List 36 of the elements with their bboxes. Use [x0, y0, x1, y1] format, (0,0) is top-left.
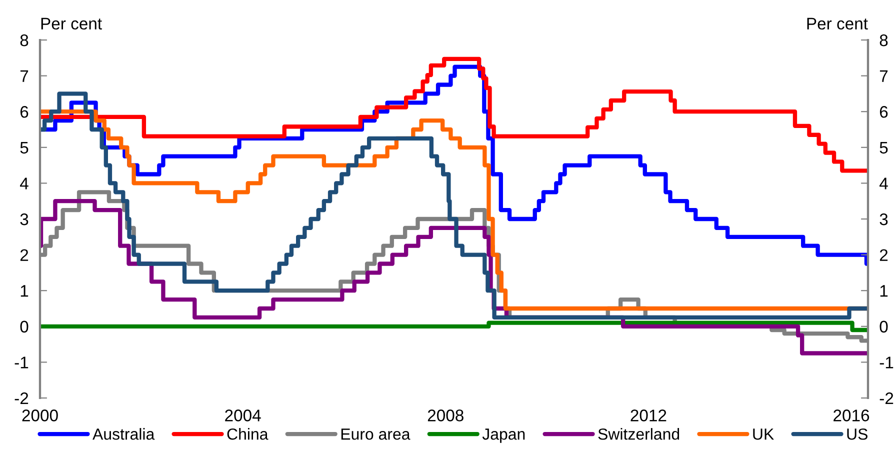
y2-tick-label: 0 — [880, 320, 888, 333]
x-tick-label: 2004 — [225, 410, 261, 422]
x-tick-label: 2012 — [630, 410, 666, 422]
y-tick-label: -1 — [14, 356, 28, 368]
y2-tick-label: 5 — [880, 142, 888, 154]
y-tick-label: 4 — [20, 178, 28, 190]
y2-tick-label: 4 — [879, 178, 888, 190]
y-tick-label: 6 — [20, 106, 28, 118]
y2-tick-label: 7 — [880, 70, 888, 82]
y-tick-label: 7 — [20, 70, 28, 82]
y-tick-label: 2 — [20, 249, 28, 261]
y2-tick-label: 6 — [880, 106, 888, 118]
legend-label: Switzerland — [598, 428, 680, 440]
legend-label: Euro area — [341, 428, 410, 440]
legend-label: Japan — [482, 428, 525, 443]
y2-tick-label: 3 — [880, 213, 888, 226]
y-tick-label: 5 — [20, 142, 28, 154]
legend-label: UK — [753, 428, 774, 440]
legend-label: US — [847, 428, 868, 440]
y-tick-label: 0 — [20, 320, 28, 333]
y-tick-label: 1 — [20, 285, 28, 297]
y-tick-label: 8 — [20, 34, 28, 46]
y2-tick-label: 8 — [880, 34, 888, 46]
y2-tick-label: -2 — [880, 392, 894, 404]
legend-label: Australia — [92, 428, 155, 440]
y2-axis-title: Per cent — [807, 18, 868, 30]
x-tick-label: 2016 — [834, 410, 870, 422]
y-axis-title: Per cent — [41, 18, 102, 30]
y-tick-label: -2 — [14, 392, 28, 404]
y2-tick-label: -1 — [880, 356, 894, 368]
x-tick-label: 2000 — [22, 410, 58, 422]
y2-tick-label: 1 — [880, 285, 888, 297]
y-tick-label: 3 — [20, 213, 28, 226]
legend-label: China — [227, 428, 268, 440]
y2-tick-label: 2 — [880, 249, 888, 261]
x-tick-label: 2008 — [428, 410, 464, 422]
